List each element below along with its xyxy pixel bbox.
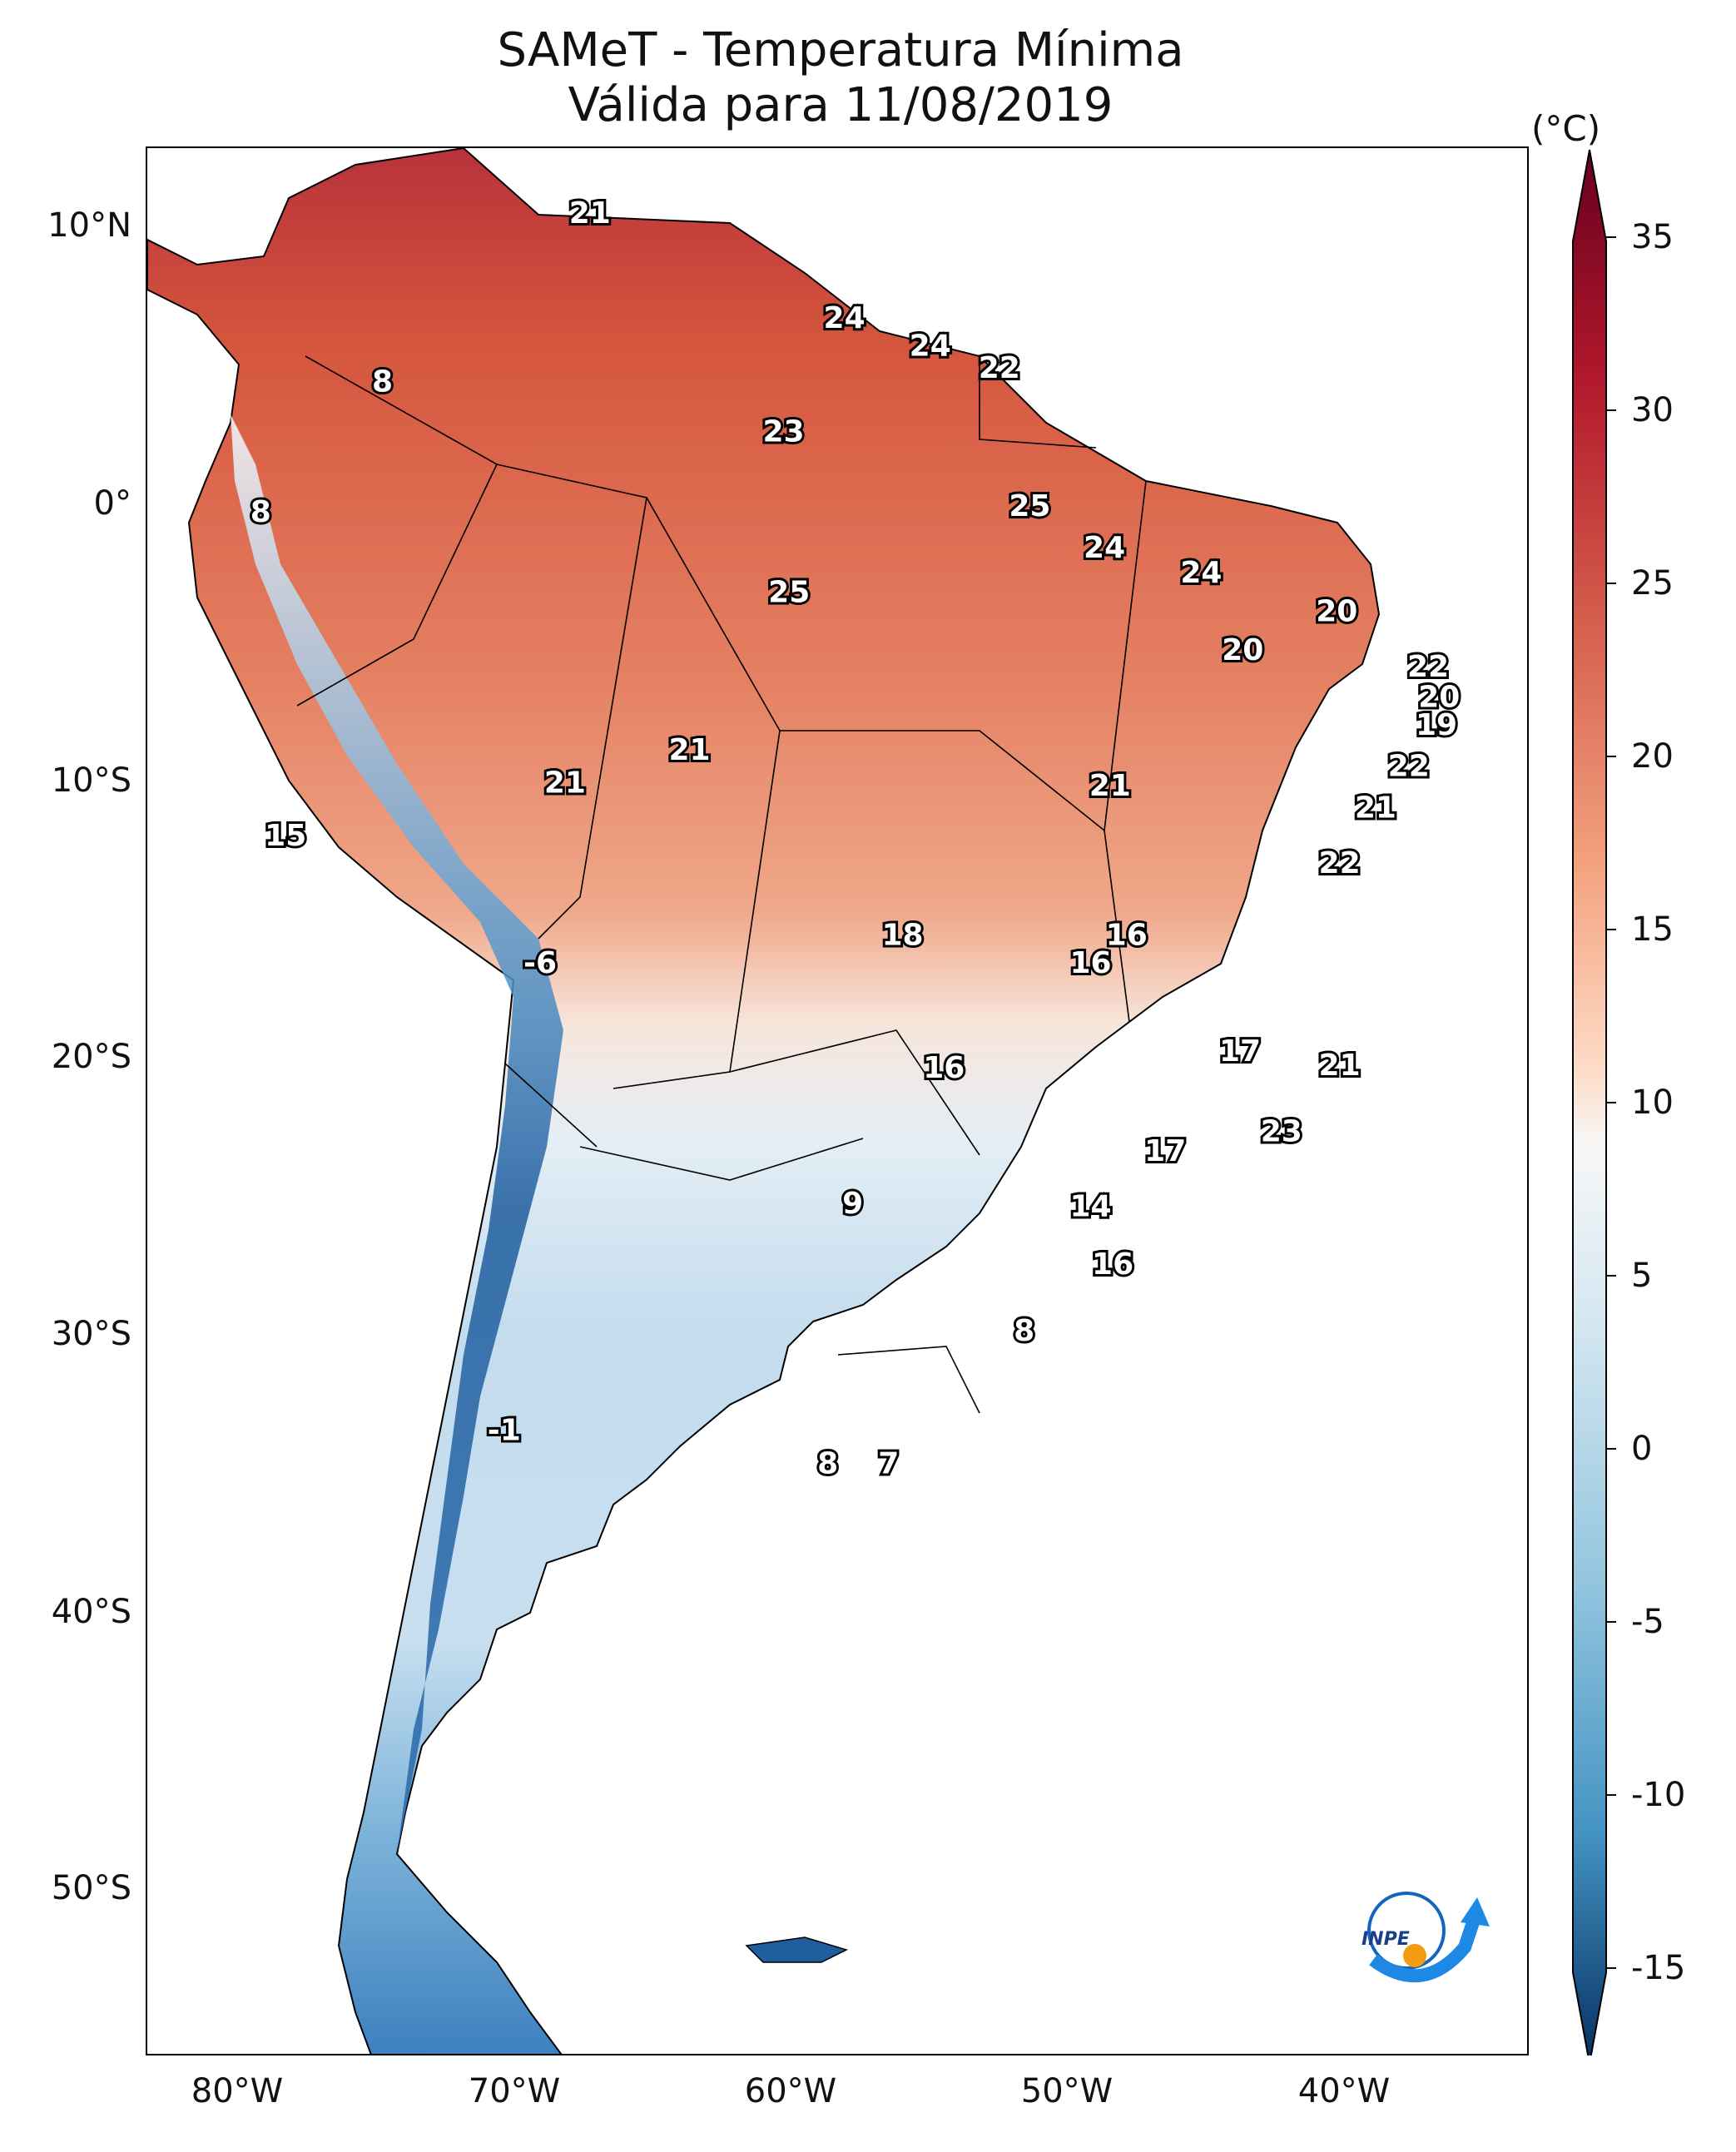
- map-title-line2: Válida para 11/08/2019: [568, 78, 1114, 132]
- lon-tick-label: 80°W: [191, 2072, 284, 2110]
- colorbar-unit: (°C): [1531, 108, 1601, 149]
- map-title-line1: SAMeT - Temperatura Mínima: [497, 23, 1184, 77]
- colorbar-tick-label: 35: [1631, 218, 1674, 256]
- temperature-point-label: 20: [1418, 681, 1460, 715]
- colorbar-tick-label: -15: [1631, 1949, 1686, 1987]
- temperature-point-label: 20: [1316, 595, 1357, 629]
- temperature-point-label: 21: [1089, 769, 1131, 803]
- continent-fill: [147, 148, 1381, 2054]
- lon-tick-label: 60°W: [744, 2072, 837, 2110]
- temperature-point-label: 25: [768, 575, 810, 609]
- logo-ring: [1367, 1892, 1446, 1970]
- temperature-point-label: 9: [842, 1187, 863, 1221]
- temperature-point-label: 22: [1388, 750, 1430, 784]
- temperature-point-label: 20: [1222, 633, 1263, 667]
- temperature-point-label: 21: [569, 196, 611, 231]
- temperature-point-label: 22: [979, 351, 1020, 385]
- colorbar-tick-label: 5: [1631, 1257, 1653, 1295]
- temperature-point-label: 21: [1319, 1049, 1361, 1083]
- colorbar-tick-label: -10: [1631, 1776, 1686, 1814]
- temperature-point-label: 23: [1261, 1115, 1302, 1149]
- temperature-point-label: 25: [1009, 489, 1050, 523]
- temperature-point-label: -6: [523, 946, 557, 980]
- temperature-point-label: 8: [372, 365, 393, 399]
- colorbar: [1572, 149, 1616, 2055]
- temperature-point-label: 14: [1069, 1189, 1111, 1223]
- lat-tick-label: 0°: [93, 484, 131, 523]
- logo-arrowhead: [1461, 1897, 1490, 1926]
- colorbar-tick-label: 0: [1631, 1430, 1653, 1468]
- temperature-point-label: 22: [1319, 846, 1361, 880]
- colorbar-tick-label: 20: [1631, 737, 1674, 776]
- andes-cold-band: [231, 414, 563, 1854]
- temperature-point-label: 15: [265, 819, 306, 853]
- colorbar-tick-label: 15: [1631, 910, 1674, 949]
- temperature-point-label: 17: [1144, 1134, 1186, 1168]
- inpe-logo: INPE: [1348, 1881, 1498, 1989]
- temperature-point-label: 23: [762, 414, 804, 449]
- temperature-point-label: 22: [1407, 650, 1449, 684]
- temperature-point-label: 8: [250, 495, 271, 529]
- temperature-point-label: 7: [878, 1447, 899, 1481]
- logo-text: INPE: [1362, 1929, 1410, 1950]
- map-panel: 21 24 24 22 8 23 8 25 24 24 25 20 20 22 20 19 21 22 21 21 21…: [146, 146, 1529, 2055]
- temperature-point-label: 24: [824, 301, 866, 335]
- temperature-point-label: 19: [1416, 708, 1457, 742]
- lat-tick-label: 10°S: [51, 761, 131, 800]
- logo-dot: [1403, 1944, 1426, 1967]
- inpe-logo-mark: [1367, 1892, 1490, 1983]
- temperature-point-label: 16: [1069, 946, 1111, 980]
- temperature-point-label: 17: [1219, 1034, 1261, 1069]
- country-borders: [296, 355, 1147, 1414]
- temperature-point-label: 21: [544, 766, 586, 801]
- temperature-point-label: 24: [1180, 556, 1222, 590]
- lat-tick-label: 30°S: [51, 1315, 131, 1353]
- lat-tick-label: 40°S: [51, 1593, 131, 1631]
- temperature-point-label: 8: [1014, 1314, 1034, 1348]
- lon-tick-label: 50°W: [1020, 2072, 1114, 2110]
- temperature-point-label: -1: [488, 1414, 521, 1448]
- colorbar-tick-label: 30: [1631, 391, 1674, 429]
- colorbar-body: [1572, 149, 1607, 2055]
- colorbar-tick-label: -5: [1631, 1603, 1664, 1641]
- colorbar-tick-label: 25: [1631, 564, 1674, 602]
- colorbar-tick-label: 10: [1631, 1083, 1674, 1122]
- temperature-point-label: 16: [923, 1051, 965, 1085]
- temperature-point-label: 24: [1084, 531, 1125, 565]
- temperature-point-label: 21: [668, 733, 710, 767]
- lat-tick-label: 10°N: [47, 206, 131, 245]
- temperature-point-label: 24: [910, 329, 951, 363]
- lat-tick-label: 20°S: [51, 1038, 131, 1076]
- temperature-point-label: 18: [881, 919, 923, 953]
- temperature-point-label: 16: [1106, 919, 1148, 953]
- lon-tick-label: 40°W: [1297, 2072, 1391, 2110]
- temperature-point-label: 8: [817, 1447, 838, 1481]
- temperature-point-label: 21: [1355, 791, 1396, 826]
- falkland-islands: [745, 1936, 849, 1963]
- logo-arrow: [1369, 1920, 1480, 1983]
- lon-tick-label: 70°W: [468, 2072, 561, 2110]
- colorbar-ticks: [1606, 236, 1616, 1969]
- temperature-point-label: 16: [1092, 1247, 1133, 1282]
- lat-tick-label: 50°S: [51, 1869, 131, 1907]
